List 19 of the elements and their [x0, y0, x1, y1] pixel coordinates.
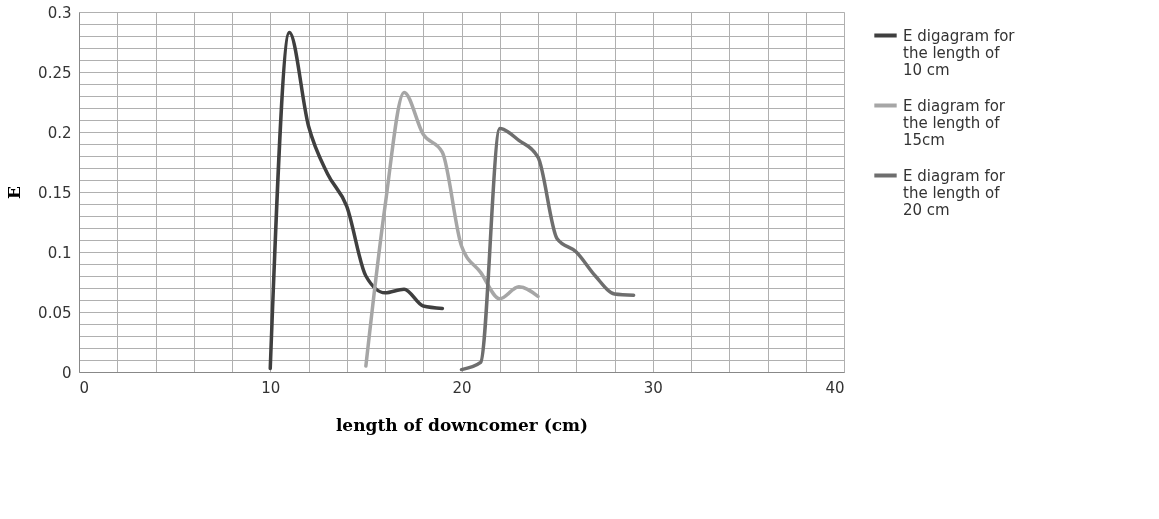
y-tick-label: 0.05 [38, 303, 72, 322]
legend-label: E diagram for the length of 15cm [903, 96, 1006, 149]
legend-label: E diagram for the length of 20 cm [903, 166, 1006, 219]
x-tick-label: 0 [79, 378, 90, 397]
legend-label: E digagram for the length of 10 cm [903, 26, 1016, 79]
x-axis-title: length of downcomer (cm) [335, 414, 589, 435]
line-series [459, 126, 636, 372]
y-tick-label: 0.3 [47, 3, 72, 22]
y-tick-label: 0.2 [47, 123, 72, 142]
line-series [268, 30, 445, 371]
x-tick-label: 20 [452, 378, 472, 397]
y-tick-label: 0.25 [38, 63, 72, 82]
y-tick-label: 0.15 [38, 183, 72, 202]
x-tick-label: 10 [261, 378, 281, 397]
y-axis-title: E [4, 185, 25, 199]
y-tick-label: 0 [61, 363, 72, 382]
y-tick-label: 0.1 [47, 243, 72, 262]
x-tick-label: 40 [825, 378, 845, 397]
x-tick-label: 30 [643, 378, 663, 397]
